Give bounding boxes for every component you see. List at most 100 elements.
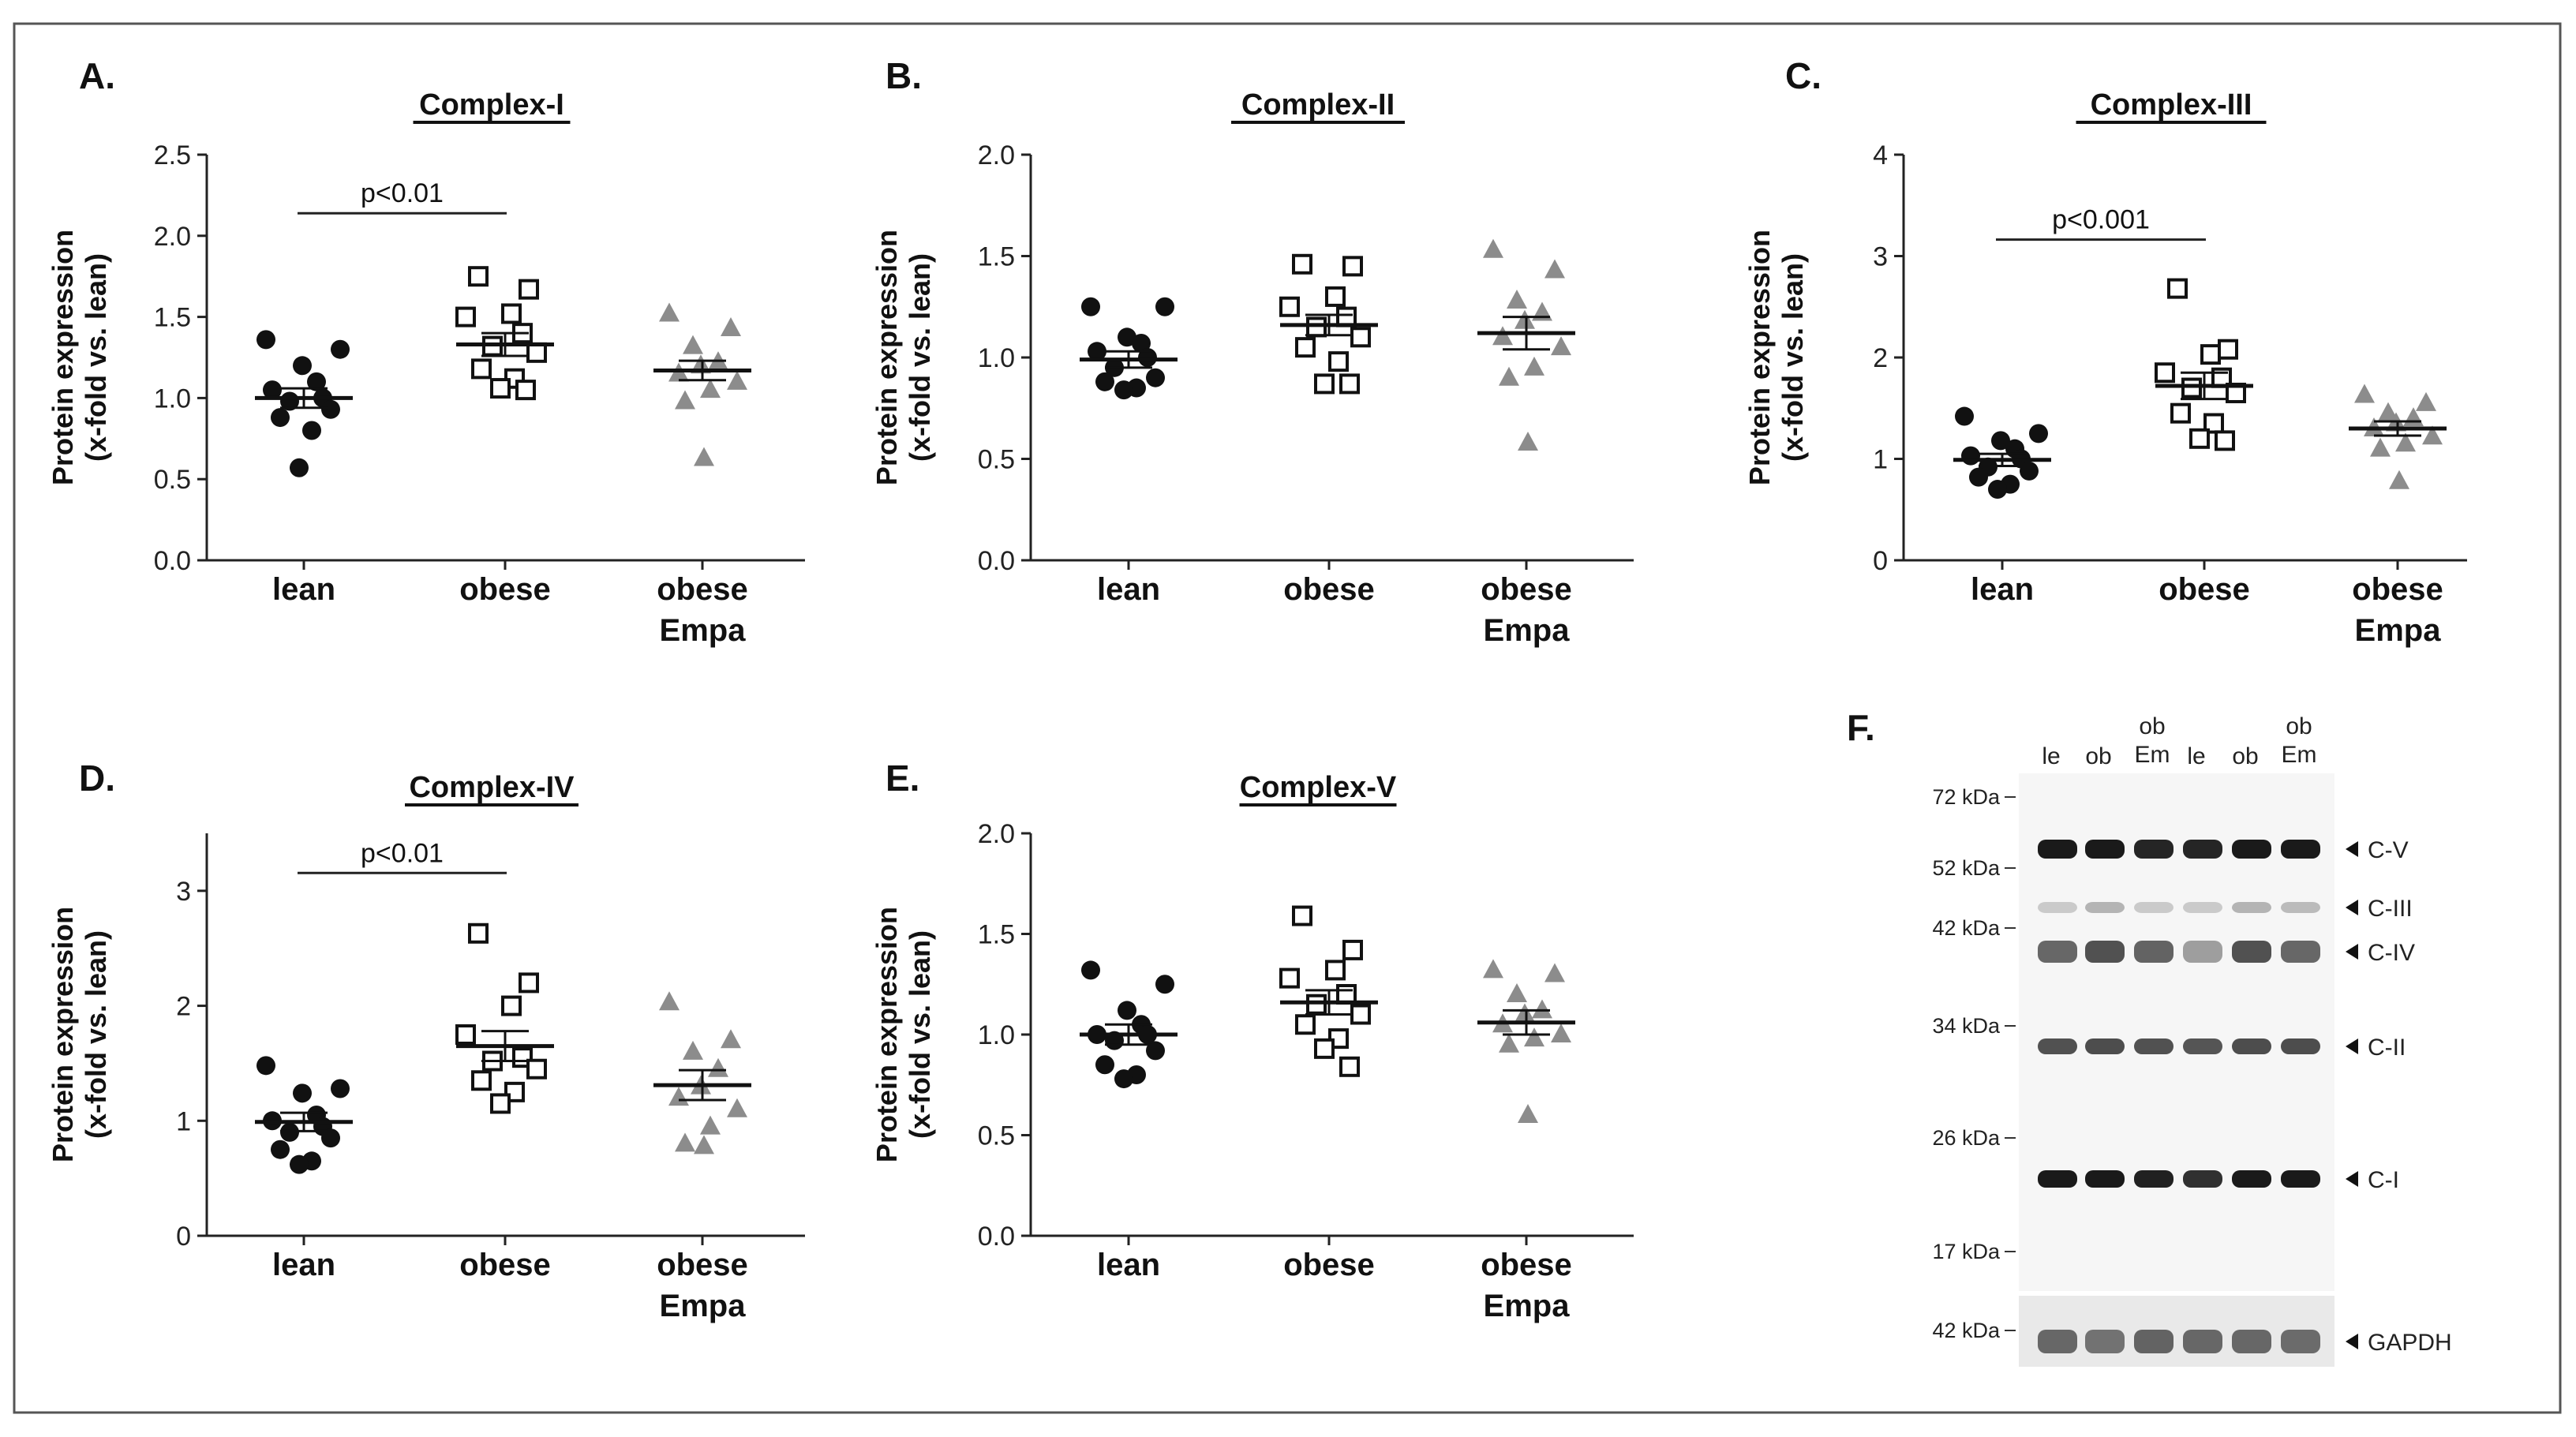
band-label: GAPDH xyxy=(2368,1330,2452,1356)
band-arrow-icon xyxy=(2346,1334,2358,1349)
chart-title: Complex-II xyxy=(1241,88,1395,122)
chart-title: Complex-I xyxy=(419,88,564,122)
data-point-lean xyxy=(290,1154,309,1174)
data-point-lean xyxy=(256,330,275,350)
y-tick-label: 0 xyxy=(1873,546,1888,576)
lane-label: Em xyxy=(2282,742,2317,768)
lane-label: ob xyxy=(2085,743,2111,769)
y-tick-label: 1 xyxy=(1873,445,1888,475)
data-point-obese xyxy=(471,358,492,380)
data-point-obese xyxy=(515,380,536,401)
y-tick-label: 0 xyxy=(176,1222,191,1252)
blot-band xyxy=(2038,1170,2077,1188)
category-label: lean xyxy=(1097,572,1160,607)
data-point-obese xyxy=(2200,344,2221,365)
blot-band xyxy=(2281,1170,2320,1188)
y-tick-label: 2.0 xyxy=(978,140,1015,170)
data-point-obese-empa xyxy=(1544,963,1565,982)
data-point-obese xyxy=(1306,316,1327,338)
data-point-lean xyxy=(1118,1001,1136,1020)
significance-label: p<0.01 xyxy=(361,178,444,208)
data-point-obese xyxy=(501,303,522,324)
data-point-lean xyxy=(1969,467,1988,487)
data-point-obese-empa xyxy=(1499,366,1519,386)
category-label: obese xyxy=(657,1248,748,1282)
blot-band xyxy=(2085,840,2125,859)
blot-band xyxy=(2232,1038,2271,1054)
data-point-obese xyxy=(1314,1038,1335,1059)
data-point-lean xyxy=(1988,480,2007,500)
y-tick-label: 0.0 xyxy=(978,546,1015,576)
data-point-obese-empa xyxy=(700,1115,721,1135)
blot-band xyxy=(2085,1038,2125,1054)
data-point-obese-empa xyxy=(1524,356,1544,376)
blot-band xyxy=(2038,1330,2077,1353)
band-label: C-II xyxy=(2368,1035,2406,1061)
lane-label: le xyxy=(2042,743,2060,769)
category-label: lean xyxy=(272,1248,335,1282)
band-label: C-I xyxy=(2368,1167,2399,1193)
category-label: lean xyxy=(1971,572,2034,607)
data-point-lean xyxy=(321,1128,340,1148)
y-tick-label: 1.0 xyxy=(154,384,191,414)
band-label: C-III xyxy=(2368,896,2413,922)
data-point-obese xyxy=(519,972,539,994)
data-point-lean xyxy=(1146,1041,1165,1061)
chart-complex-ii: Complex-II 0.0 0.5 1.0 1.5 2.0 Protein express… xyxy=(871,88,1634,648)
blot-band xyxy=(2281,1330,2320,1353)
category-label: Empa xyxy=(660,613,747,648)
blot-band xyxy=(2232,1170,2271,1188)
data-point-obese-empa xyxy=(1532,999,1552,1019)
y-tick-label: 0.5 xyxy=(978,445,1015,475)
data-point-lean xyxy=(331,1079,350,1098)
blot-band xyxy=(2232,902,2271,913)
category-label: Empa xyxy=(1484,613,1571,648)
blot-band xyxy=(2232,840,2271,859)
y-tick-label: 0.5 xyxy=(978,1121,1015,1151)
data-point-obese-empa xyxy=(1518,1104,1538,1123)
band-label: C-IV xyxy=(2368,940,2415,966)
data-point-obese xyxy=(526,1058,547,1080)
data-point-obese-empa xyxy=(1551,1023,1571,1042)
data-point-obese xyxy=(2167,278,2188,299)
data-point-lean xyxy=(331,339,350,359)
data-point-obese-empa xyxy=(708,1057,728,1077)
data-point-lean xyxy=(290,458,309,477)
data-point-obese-empa xyxy=(2395,432,2416,452)
band-arrow-icon xyxy=(2346,1171,2358,1187)
data-point-lean xyxy=(1114,1069,1133,1089)
y-tick-label: 0.5 xyxy=(154,465,191,495)
data-point-obese-empa xyxy=(683,1040,703,1060)
data-point-lean xyxy=(1088,342,1106,361)
panel-label-b: B. xyxy=(886,55,922,96)
marker-label: 52 kDa xyxy=(1932,856,2001,880)
data-point-obese-empa xyxy=(1499,1033,1519,1053)
category-label: Empa xyxy=(660,1289,747,1323)
data-point-lean xyxy=(1155,975,1174,994)
lane-label: Em xyxy=(2135,742,2170,768)
data-point-obese xyxy=(1350,1004,1371,1025)
data-point-obese xyxy=(1314,373,1335,395)
y-tick-label: 1.0 xyxy=(978,343,1015,373)
data-point-obese-empa xyxy=(727,370,747,390)
blot-band xyxy=(2134,1170,2174,1188)
data-point-obese xyxy=(1295,337,1316,358)
data-point-lean xyxy=(1081,297,1100,316)
data-point-obese xyxy=(526,342,547,363)
data-point-obese-empa xyxy=(1483,238,1503,258)
data-point-obese-empa xyxy=(2389,470,2409,489)
y-tick-label: 2.5 xyxy=(154,140,191,170)
data-point-obese xyxy=(2203,413,2224,434)
data-point-obese-empa xyxy=(721,1029,741,1049)
data-point-obese xyxy=(1292,905,1312,926)
y-tick-label: 0.0 xyxy=(978,1222,1015,1252)
data-point-obese xyxy=(1336,306,1357,327)
y-tick-label: 0.0 xyxy=(154,546,191,576)
data-point-obese-empa xyxy=(1507,290,1527,309)
blot-band xyxy=(2038,902,2077,913)
data-point-lean xyxy=(1155,297,1174,316)
y-tick-label: 4 xyxy=(1873,140,1888,170)
data-point-obese-empa xyxy=(659,991,680,1011)
